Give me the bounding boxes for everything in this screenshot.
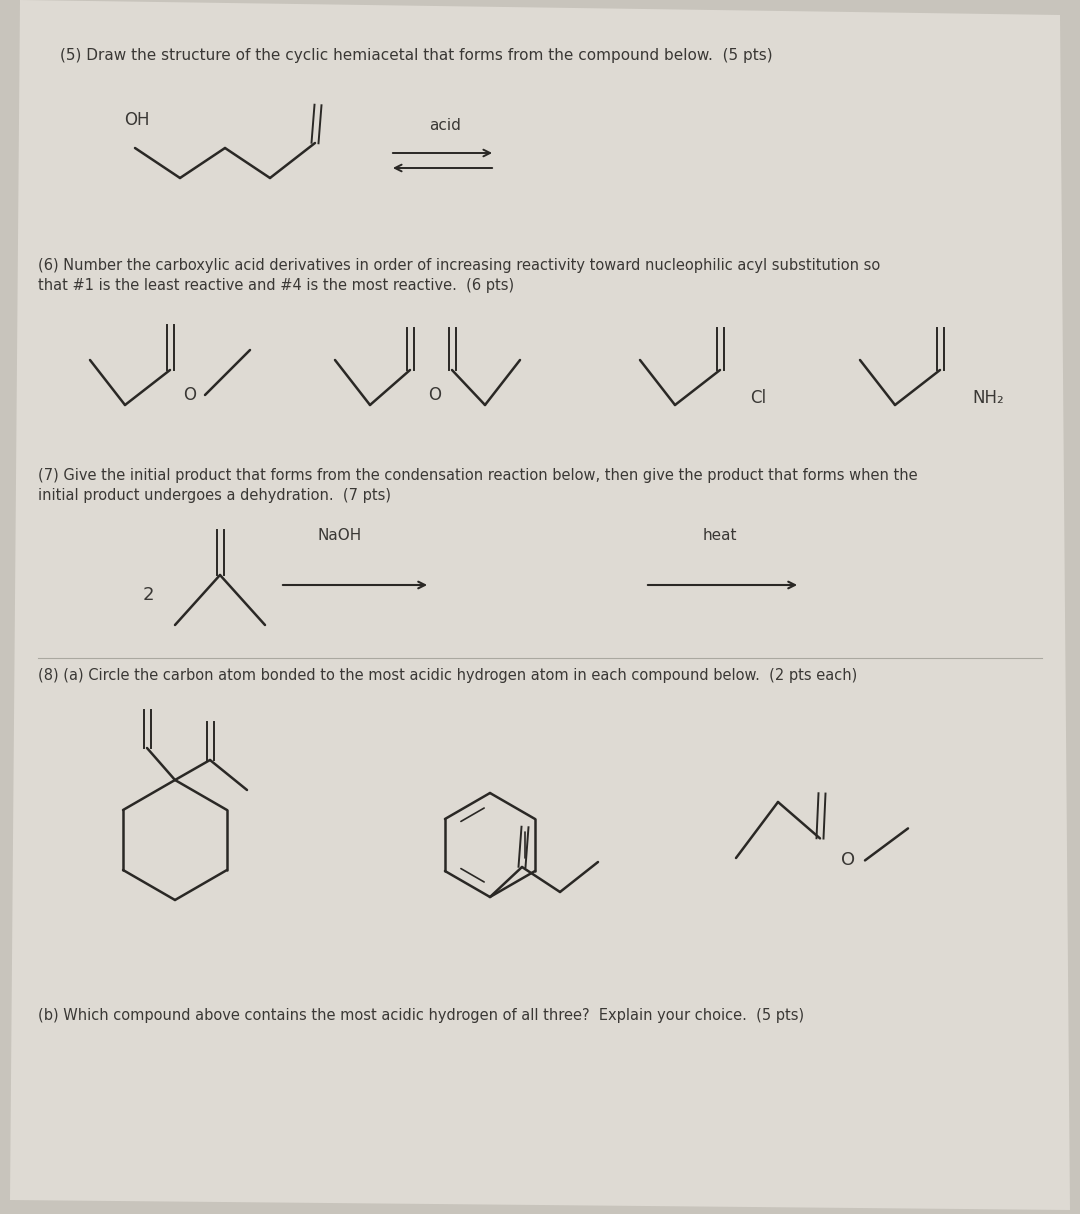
Text: OH: OH [124, 110, 150, 129]
Text: heat: heat [703, 528, 738, 543]
Text: (b) Which compound above contains the most acidic hydrogen of all three?  Explai: (b) Which compound above contains the mo… [38, 1008, 805, 1023]
Text: 2: 2 [143, 586, 153, 605]
Text: NaOH: NaOH [318, 528, 362, 543]
Text: O: O [841, 851, 855, 869]
Text: acid: acid [429, 119, 461, 134]
Text: Cl: Cl [750, 388, 766, 407]
Text: NH₂: NH₂ [972, 388, 1003, 407]
Polygon shape [10, 0, 1070, 1210]
Text: initial product undergoes a dehydration.  (7 pts): initial product undergoes a dehydration.… [38, 488, 391, 503]
Text: that #1 is the least reactive and #4 is the most reactive.  (6 pts): that #1 is the least reactive and #4 is … [38, 278, 514, 293]
Text: (6) Number the carboxylic acid derivatives in order of increasing reactivity tow: (6) Number the carboxylic acid derivativ… [38, 259, 880, 273]
Text: (5) Draw the structure of the cyclic hemiacetal that forms from the compound bel: (5) Draw the structure of the cyclic hem… [60, 49, 772, 63]
Text: (7) Give the initial product that forms from the condensation reaction below, th: (7) Give the initial product that forms … [38, 469, 918, 483]
Text: O: O [184, 386, 197, 404]
Text: (8) (a) Circle the carbon atom bonded to the most acidic hydrogen atom in each c: (8) (a) Circle the carbon atom bonded to… [38, 668, 858, 683]
Text: O: O [429, 386, 442, 404]
